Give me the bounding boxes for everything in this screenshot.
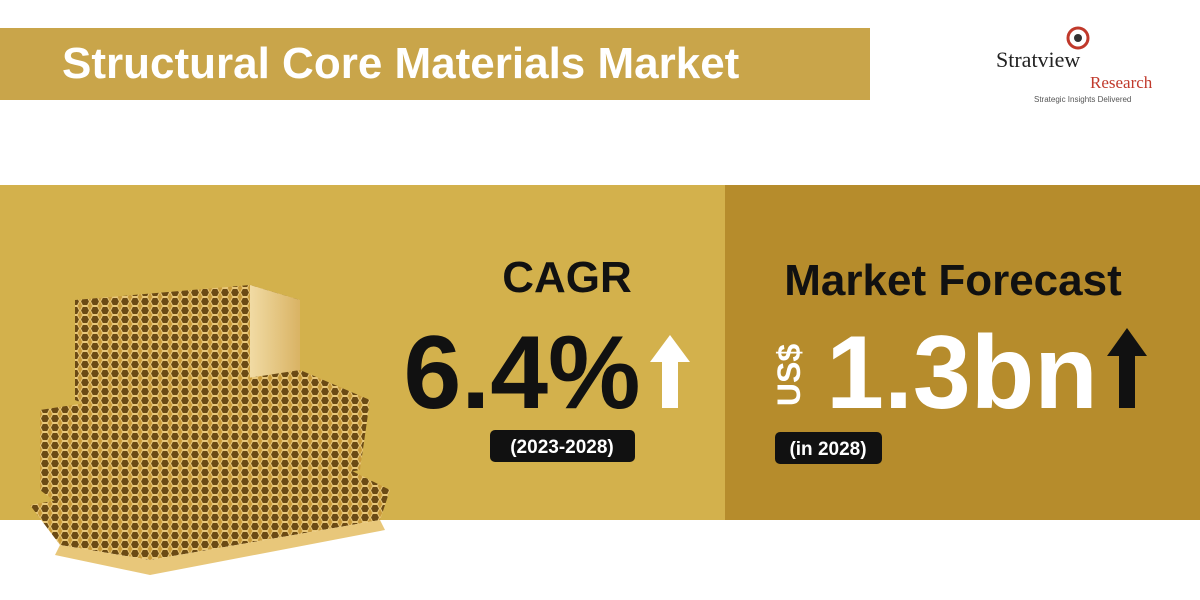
- forecast-label: Market Forecast: [784, 256, 1122, 305]
- title: Structural Core Materials Market: [62, 39, 740, 88]
- logo-tagline: Strategic Insights Delivered: [1034, 95, 1131, 104]
- cagr-period: (2023-2028): [510, 437, 614, 458]
- forecast-currency: US$: [771, 344, 807, 406]
- note-pill: [775, 432, 882, 464]
- logo: Stratview Research Strategic Insights De…: [996, 26, 1153, 104]
- forecast-value: 1.3bn: [826, 315, 1098, 431]
- cagr-label: CAGR: [502, 253, 632, 302]
- logo-sub: Research: [1090, 73, 1153, 92]
- forecast-note: (in 2028): [789, 439, 866, 460]
- logo-icon: [1066, 26, 1090, 50]
- honeycomb-image: [30, 285, 390, 575]
- up-arrow: [650, 335, 690, 408]
- honeycomb-side: [250, 285, 300, 400]
- title-banner: [0, 28, 870, 100]
- logo-name: Stratview: [996, 47, 1080, 72]
- logo-icon-dot: [1074, 34, 1082, 42]
- honeycomb-edge: [55, 520, 385, 575]
- honeycomb-block: [30, 455, 390, 560]
- period-pill: [490, 430, 635, 462]
- up-arrow: [1107, 328, 1147, 408]
- cagr-value: 6.4%: [403, 315, 640, 431]
